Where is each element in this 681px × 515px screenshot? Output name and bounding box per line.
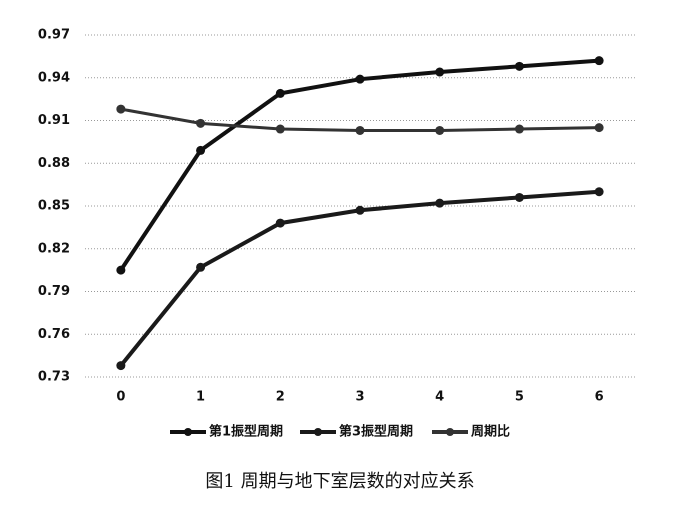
point (116, 104, 126, 114)
point (594, 123, 604, 133)
point (355, 125, 365, 135)
x-tick-label: 2 (276, 390, 285, 405)
series-line (119, 58, 600, 272)
y-tick-label: 0.82 (38, 241, 70, 256)
y-tick-label: 0.79 (38, 284, 70, 299)
point (196, 262, 206, 272)
point (116, 361, 126, 371)
point (275, 218, 285, 228)
x-tick-label: 6 (595, 390, 604, 405)
y-tick-label: 0.94 (38, 70, 70, 85)
legend-label: 第1振型周期 (209, 424, 283, 440)
point (514, 124, 524, 134)
legend-marker (446, 428, 454, 436)
y-tick-label: 0.85 (38, 199, 70, 214)
point (435, 198, 445, 208)
point (275, 124, 285, 134)
y-tick-label: 0.91 (38, 113, 70, 128)
x-tick-label: 1 (196, 390, 205, 405)
point (514, 192, 524, 202)
y-tick-label: 0.73 (38, 370, 70, 385)
point (514, 61, 524, 71)
point (196, 118, 206, 128)
y-tick-label: 0.76 (38, 327, 70, 342)
y-tick-label: 0.88 (38, 156, 70, 171)
point (435, 125, 445, 135)
point (116, 265, 126, 275)
x-tick-label: 3 (355, 390, 364, 405)
legend-marker (184, 428, 192, 436)
point (355, 74, 365, 84)
point (196, 145, 206, 155)
series-line (119, 189, 600, 367)
legend-label: 周期比 (471, 424, 510, 440)
point (594, 187, 604, 197)
point (594, 56, 604, 66)
chart-caption: 图1 周期与地下室层数的对应关系 (205, 471, 474, 492)
legend-label: 第3振型周期 (339, 424, 413, 440)
x-tick-label: 4 (435, 390, 444, 405)
point (275, 88, 285, 98)
y-tick-label: 0.97 (38, 28, 70, 43)
x-tick-label: 5 (515, 390, 524, 405)
x-tick-label: 0 (116, 390, 125, 405)
point (355, 205, 365, 215)
point (435, 67, 445, 77)
legend-marker (314, 428, 322, 436)
